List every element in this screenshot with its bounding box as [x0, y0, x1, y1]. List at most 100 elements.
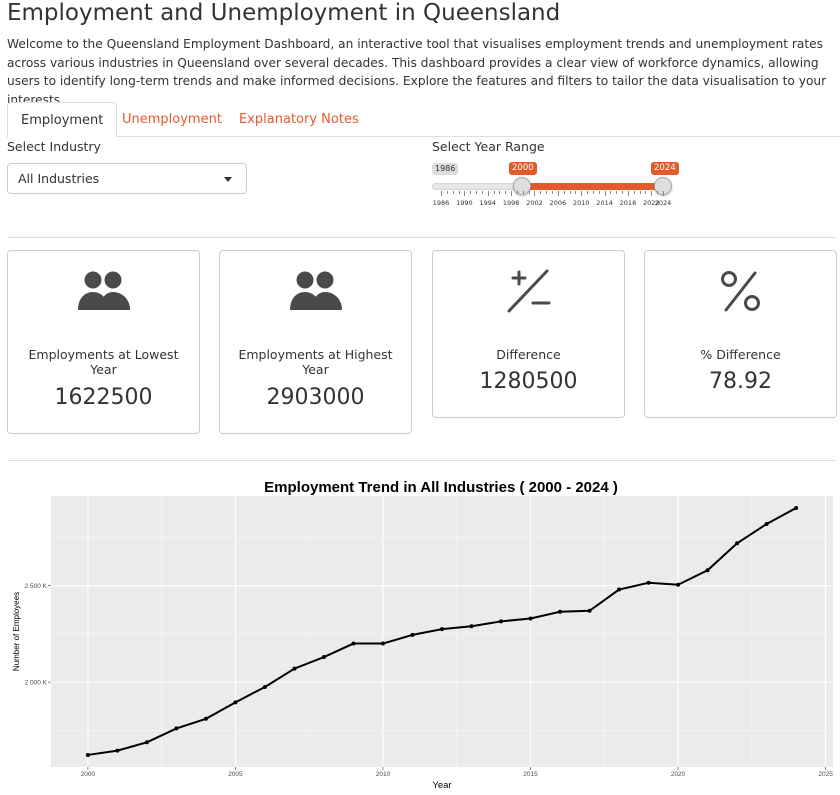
data-point — [144, 740, 149, 745]
employment-trend-chart: Employment Trend in All Industries ( 200… — [12, 479, 833, 791]
data-point — [85, 752, 90, 757]
slider-tick — [546, 191, 548, 194]
industry-select[interactable]: All Industries — [7, 163, 247, 194]
slider-tick — [481, 191, 483, 194]
intro-text: Welcome to the Queensland Employment Das… — [7, 37, 827, 107]
x-tick-label: 2010 — [376, 771, 391, 778]
slider-tick-label: 1998 — [502, 199, 520, 207]
slider-tick — [575, 191, 577, 194]
slider-tick — [581, 191, 583, 196]
slider-tick — [663, 191, 664, 196]
slider-tick — [616, 191, 618, 194]
industry-label: Select Industry — [7, 139, 101, 154]
slider-tick-label: 2022 — [643, 199, 660, 207]
slider-tick — [622, 191, 624, 194]
slider-tick — [452, 191, 454, 194]
slider-to-label: 2024 — [651, 162, 679, 175]
card-value: 1280500 — [479, 369, 578, 394]
slider-tick-label: 2010 — [572, 199, 590, 207]
slider-tick — [604, 191, 606, 196]
users-icon — [289, 271, 342, 310]
slider-tick — [592, 191, 594, 194]
y-axis-label: Number of Employees — [12, 592, 21, 671]
slider-tick — [505, 191, 507, 194]
caret-down-icon — [224, 177, 232, 182]
tab-bar: Employment Unemployment Explanatory Note… — [7, 102, 840, 138]
card-value: 1622500 — [54, 385, 153, 410]
year-range-label: Select Year Range — [432, 139, 545, 154]
slider-min-label: 1986 — [432, 163, 459, 175]
slider-tick — [534, 191, 536, 196]
slider-tick — [540, 191, 542, 194]
slider-tick-label: 2002 — [526, 199, 543, 207]
slider-tick — [476, 191, 478, 194]
data-point — [705, 568, 710, 573]
slider-tick — [458, 191, 460, 194]
plus-minus-icon — [507, 269, 550, 313]
slider-tick-label: 2014 — [596, 199, 613, 207]
y-tick-label: 2 500 K — [25, 583, 48, 590]
divider — [7, 237, 836, 238]
slider-tick — [569, 191, 571, 194]
data-point — [410, 632, 415, 637]
slider-tick-label: 1994 — [479, 199, 497, 207]
tab-employment[interactable]: Employment — [7, 102, 118, 138]
slider-tick — [464, 191, 466, 196]
slider-tick — [528, 191, 530, 194]
users-icon — [77, 271, 130, 310]
percent-icon — [720, 271, 760, 312]
tab-unemployment[interactable]: Unemployment — [122, 112, 222, 127]
data-point — [794, 505, 799, 510]
slider-tick — [627, 191, 629, 196]
slider-tick — [657, 191, 659, 194]
slider-tick — [446, 191, 448, 194]
card-title: Difference — [496, 347, 561, 362]
slider-tick — [493, 191, 495, 194]
data-point — [469, 624, 474, 629]
slider-selected-range — [522, 183, 663, 190]
card-value: 2903000 — [266, 385, 365, 410]
slider-tick — [639, 191, 641, 194]
industry-select-value: All Industries — [18, 171, 100, 186]
slider-tick-label: 2018 — [619, 199, 637, 207]
chart-title: Employment Trend in All Industries ( 200… — [264, 479, 618, 496]
card-value: 78.92 — [709, 369, 772, 394]
plot-panel — [51, 496, 833, 767]
slider-tick-label: 1986 — [432, 199, 450, 207]
data-point — [262, 684, 267, 689]
page-title: Employment and Unemployment in Queenslan… — [7, 0, 561, 26]
data-point — [499, 619, 504, 624]
x-tick-label: 2025 — [818, 771, 833, 778]
tab-explanatory-notes[interactable]: Explanatory Notes — [239, 112, 359, 127]
slider-from-label: 2000 — [509, 162, 537, 175]
data-point — [440, 627, 444, 632]
slider-tick-label: 1990 — [456, 199, 473, 207]
data-point — [735, 541, 740, 546]
x-tick-label: 2000 — [81, 771, 96, 778]
data-point — [292, 666, 297, 671]
data-point — [764, 521, 769, 526]
x-tick-label: 2005 — [228, 771, 243, 778]
slider-tick — [633, 191, 635, 194]
divider — [7, 460, 836, 461]
slider-tick — [441, 191, 442, 196]
year-range-slider[interactable]: 1986 2000 2024 1986 1990 1994 1998 2002 2006 2… — [432, 160, 679, 210]
card-lowest-year: Employments at Lowest Year 1622500 — [7, 250, 200, 434]
slider-tick-label: 2024 — [654, 199, 672, 207]
data-point — [174, 726, 179, 731]
data-point — [676, 582, 681, 587]
slider-tick — [487, 191, 489, 196]
card-title: Employments at Lowest Year — [28, 347, 179, 377]
x-axis-label: Year — [432, 780, 451, 791]
data-point — [321, 655, 326, 660]
slider-tick — [557, 191, 559, 196]
card-difference: Difference 1280500 — [432, 250, 625, 418]
slider-from-handle[interactable] — [513, 177, 531, 195]
slider-tick — [522, 191, 524, 194]
data-point — [233, 700, 238, 705]
y-tick-label: 2 000 K — [25, 679, 48, 686]
card-percent-difference: % Difference 78.92 — [644, 250, 837, 418]
slider-tick — [651, 191, 653, 196]
data-point — [587, 608, 592, 613]
